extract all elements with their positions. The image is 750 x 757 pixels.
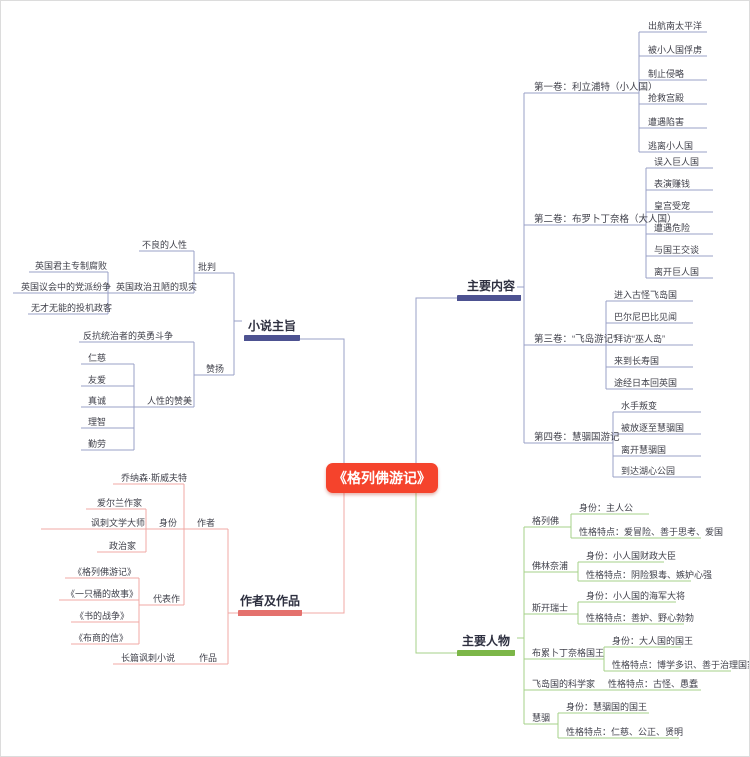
leaf-virtue[interactable]: 真诚 [88,396,107,406]
leaf-character-identity[interactable]: 身份：慧骃国的国王 [566,702,648,712]
leaf-author-name[interactable]: 乔纳森·斯威夫特 [121,473,187,483]
leaf-vol1-item[interactable]: 制止侵略 [648,69,685,79]
leaf-politics-item[interactable]: 英国君主专制腐败 [35,261,108,271]
leaf-character-identity[interactable]: 身份：大人国的国王 [612,636,694,646]
node-masterpieces[interactable]: 代表作 [153,594,181,604]
leaf-vol4-item[interactable]: 水手叛变 [621,401,658,411]
leaf-vol4-item[interactable]: 到达湖心公园 [621,466,676,476]
leaf-character-traits[interactable]: 性格特点：善妒、野心勃勃 [586,613,695,623]
leaf-vol3-item[interactable]: 来到长寿国 [614,356,660,366]
node-author[interactable]: 作者 [197,518,216,528]
node-identity[interactable]: 身份 [159,518,178,528]
leaf-masterpiece[interactable]: 《布商的信》 [74,633,129,643]
leaf-virtue[interactable]: 勤劳 [88,439,107,449]
leaf-character-traits[interactable]: 性格特点：爱冒险、善于思考、爱国 [579,527,724,537]
leaf-character-identity[interactable]: 身份：小人国财政大臣 [586,551,677,561]
node-praise[interactable]: 赞扬 [206,364,225,374]
author-works-branch-bar [238,610,302,616]
leaf-character-traits[interactable]: 性格特点：博学多识、善于治理国家 [612,660,750,670]
leaf-virtue[interactable]: 仁慈 [88,353,107,363]
leaf-character-traits[interactable]: 性格特点：仁慈、公正、贤明 [566,727,684,737]
leaf-vol4-item[interactable]: 被放逐至慧骃国 [621,423,685,433]
leaf-vol1-item[interactable]: 被小人国俘虏 [648,45,703,55]
leaf-struggle[interactable]: 反抗统治者的英勇斗争 [83,331,174,341]
branch-label-main-content[interactable]: 主要内容 [466,279,515,293]
leaf-vol3-item[interactable]: 进入古怪飞岛国 [614,290,678,300]
leaf-identity-item[interactable]: 爱尔兰作家 [97,498,143,508]
leaf-vol1-item[interactable]: 遭遇陷害 [648,117,685,127]
leaf-vol1-item[interactable]: 抢救宫殿 [648,93,685,103]
node-character-name[interactable]: 佛林奈浦 [532,561,569,571]
branch-label-theme[interactable]: 小说主旨 [247,319,296,333]
node-volume-4[interactable]: 第四卷：慧骃国游记 [534,432,620,443]
node-works[interactable]: 作品 [199,653,218,663]
leaf-politics-item[interactable]: 英国议会中的党派纷争 [21,282,112,292]
leaf-identity-item[interactable]: 政治家 [109,541,137,551]
leaf-vol2-item[interactable]: 与国王交谈 [654,245,700,255]
node-character-name[interactable]: 格列佛 [532,516,560,526]
leaf-vol1-item[interactable]: 逃离小人国 [648,141,694,151]
leaf-character-traits[interactable]: 性格特点：古怪、愚蠢 [608,679,699,689]
leaf-vol1-item[interactable]: 出航南太平洋 [648,21,703,31]
leaf-vol3-item[interactable]: 途经日本回英国 [614,378,678,388]
leaf-virtue[interactable]: 理智 [88,417,107,427]
leaf-identity-item[interactable]: 讽刺文学大师 [91,518,146,528]
leaf-vol4-item[interactable]: 离开慧骃国 [621,445,667,455]
leaf-politics-item[interactable]: 无才无能的投机政客 [31,303,113,313]
node-human-virtue[interactable]: 人性的赞美 [147,396,193,406]
leaf-works-item[interactable]: 长篇讽刺小说 [121,653,176,663]
leaf-vol2-item[interactable]: 表演赚钱 [654,179,691,189]
node-volume-2[interactable]: 第二卷：布罗卜丁奈格（大人国） [534,214,677,225]
node-volume-3[interactable]: 第三卷：“飞岛游记” [534,334,617,345]
branch-label-author-works[interactable]: 作者及作品 [239,594,300,608]
node-character-name[interactable]: 飞岛国的科学家 [532,679,596,689]
leaf-virtue[interactable]: 友爱 [88,375,107,385]
leaf-vol3-item[interactable]: 巴尔尼巴比见闻 [614,312,678,322]
theme-branch-bar [244,335,300,341]
node-character-name[interactable]: 慧骃 [532,713,551,723]
leaf-masterpiece[interactable]: 《一只桶的故事》 [66,589,139,599]
leaf-vol2-item[interactable]: 遭遇危险 [654,223,691,233]
leaf-vol2-item[interactable]: 离开巨人国 [654,267,700,277]
leaf-vol3-item[interactable]: 拜访“巫人岛” [614,334,665,344]
characters-branch-bar [457,650,515,656]
node-character-name[interactable]: 布累卜丁奈格国王 [532,648,605,658]
leaf-character-identity[interactable]: 身份：主人公 [579,503,634,513]
main-content-branch-bar [457,295,521,301]
leaf-bad-nature[interactable]: 不良的人性 [142,240,188,250]
center-topic-node[interactable]: 《格列佛游记》 [326,463,438,493]
leaf-vol2-item[interactable]: 皇宫受宠 [654,201,691,211]
node-criticism[interactable]: 批判 [198,262,217,272]
leaf-masterpiece[interactable]: 《书的战争》 [75,611,130,621]
node-volume-1[interactable]: 第一卷：利立浦特（小人国） [534,82,658,93]
leaf-character-identity[interactable]: 身份：小人国的海军大将 [586,591,686,601]
leaf-vol2-item[interactable]: 误入巨人国 [654,157,700,167]
node-character-name[interactable]: 斯开瑞士 [532,603,569,613]
leaf-masterpiece[interactable]: 《格列佛游记》 [73,567,137,577]
branch-label-characters[interactable]: 主要人物 [461,634,510,648]
leaf-character-traits[interactable]: 性格特点：阴险狠毒、嫉妒心强 [586,570,713,580]
node-ugly-politics[interactable]: 英国政治丑陋的现实 [116,282,198,292]
